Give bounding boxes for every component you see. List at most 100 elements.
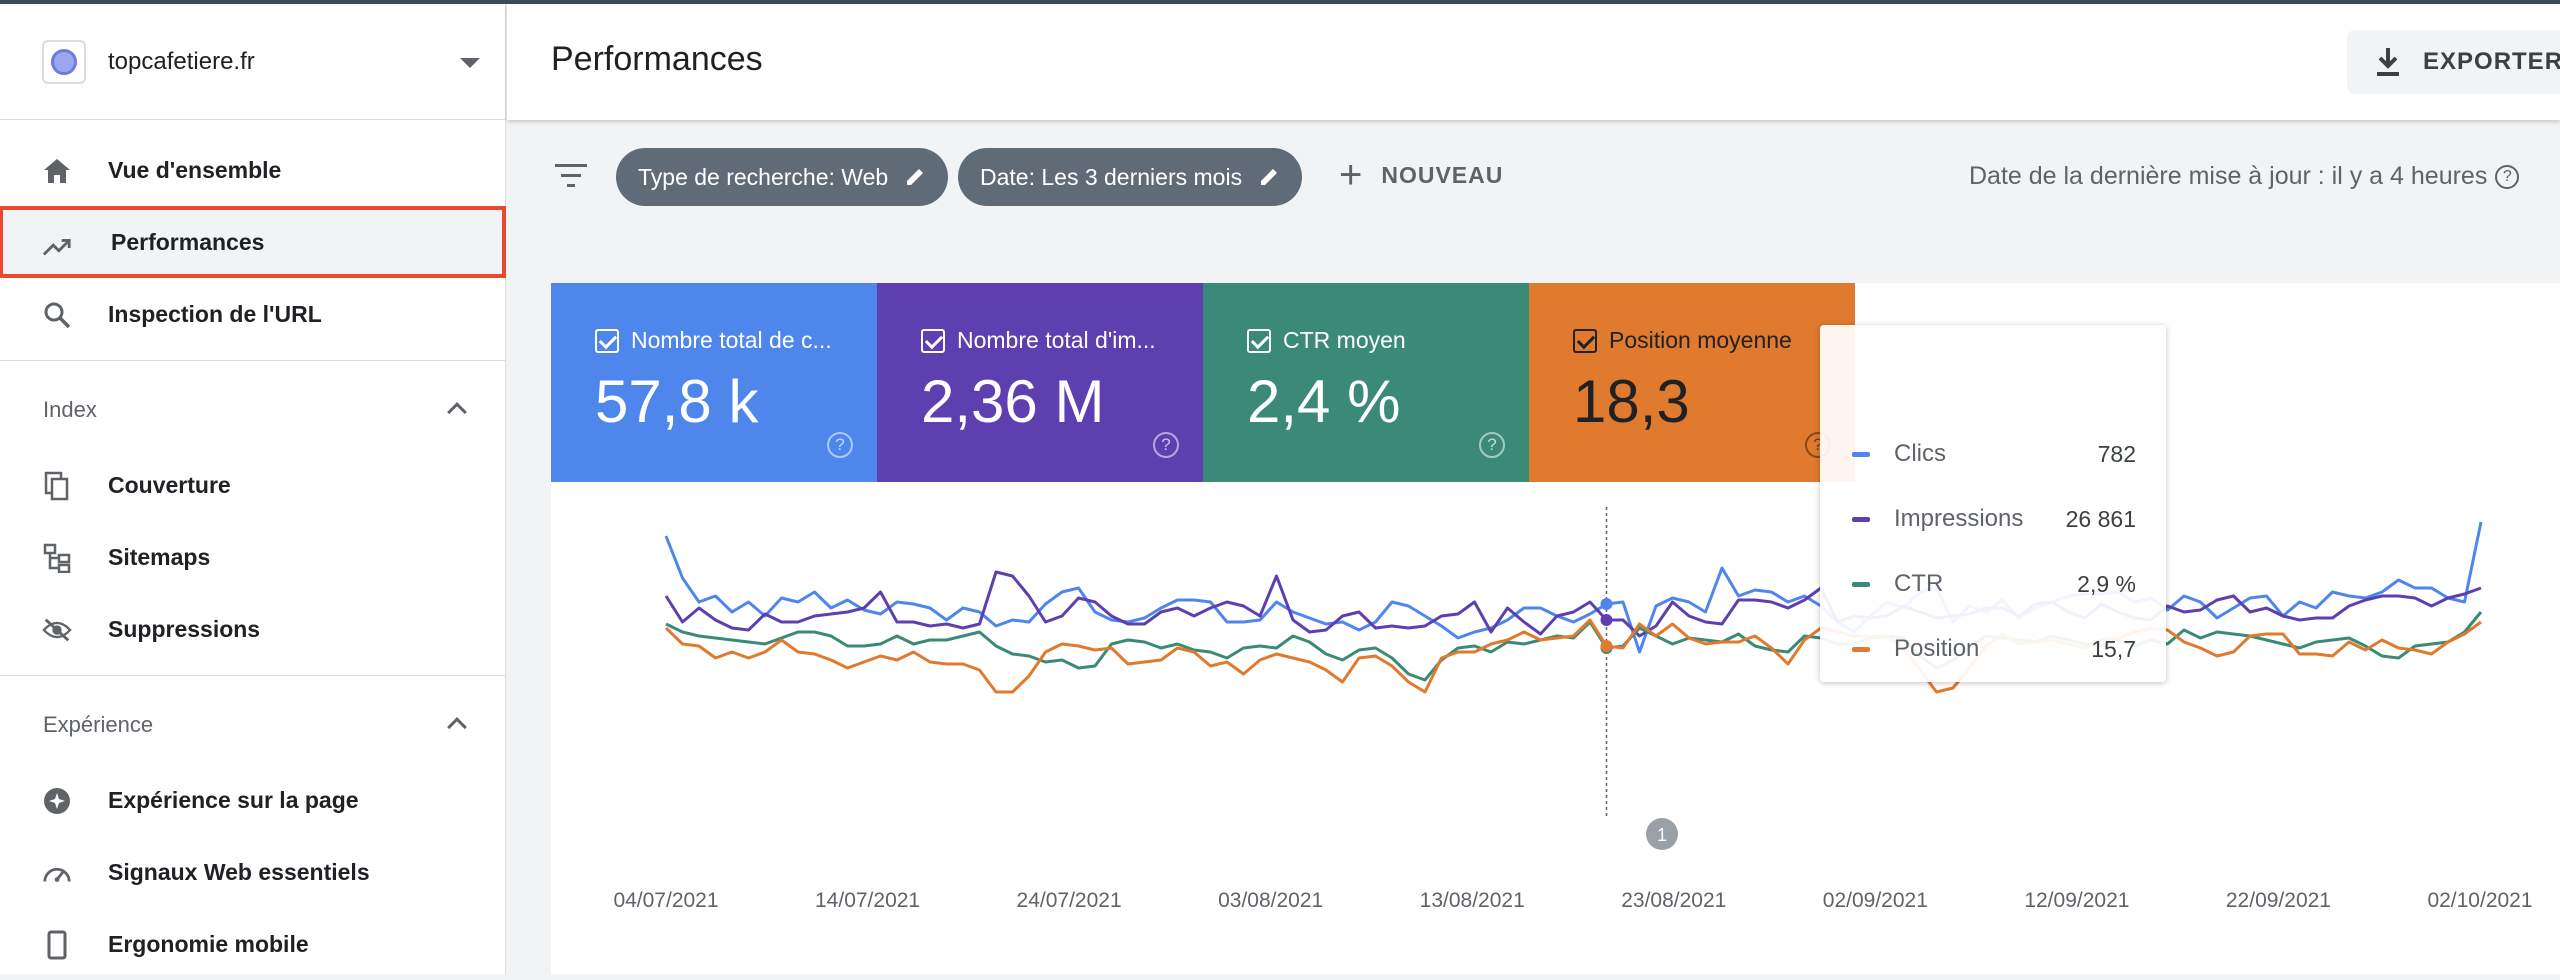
sitemap-icon	[42, 543, 72, 573]
tooltip-series-value: 26 861	[2065, 505, 2136, 532]
sidebar-item-sitemaps[interactable]: Sitemaps	[0, 521, 505, 593]
performance-card: Nombre total de c... 57,8 k ? Nombre tot…	[551, 283, 2560, 974]
tooltip-series-name: Clics	[1894, 440, 1946, 467]
sidebar-divider	[0, 360, 505, 361]
sidebar-item-label: Vue d'ensemble	[108, 156, 282, 183]
plus-icon: +	[1339, 153, 1364, 197]
export-label: EXPORTER	[2423, 48, 2560, 75]
chevron-down-icon[interactable]	[460, 58, 480, 68]
copy-icon	[42, 471, 72, 501]
metric-value: 57,8 k	[595, 368, 759, 435]
chip-label: Type de recherche: Web	[638, 163, 889, 190]
checkbox-icon	[1573, 328, 1597, 353]
x-tick-label: 23/08/2021	[1621, 889, 1726, 912]
tooltip-series-value: 15,7	[2091, 635, 2136, 662]
last-updated-text: Date de la dernière mise à jour : il y a…	[1969, 162, 2488, 190]
performance-chart[interactable]: 1 04/07/2021 14/07/2021 24/07/2021 03/08/202…	[551, 482, 2560, 974]
experience-section-header[interactable]: Expérience	[0, 686, 505, 764]
index-section-header[interactable]: Index	[0, 371, 505, 449]
sidebar-item-removals[interactable]: Suppressions	[0, 593, 505, 665]
sidebar-item-coverage[interactable]: Couverture	[0, 449, 505, 521]
sidebar-item-performance[interactable]: Performances	[0, 206, 506, 278]
annotation-label: 1	[1657, 825, 1667, 845]
checkbox-icon	[921, 328, 945, 353]
sidebar-item-label: Performances	[111, 228, 265, 255]
new-filter-label: NOUVEAU	[1381, 161, 1504, 188]
series-line-impressions	[664, 570, 2482, 638]
x-tick-label: 02/09/2021	[1823, 889, 1928, 912]
legend-swatch	[1852, 646, 1870, 652]
property-name: topcafetiere.fr	[108, 47, 255, 75]
help-icon[interactable]: ?	[2495, 165, 2520, 190]
metric-position[interactable]: Position moyenne 18,3 ?	[1529, 283, 1855, 482]
edit-icon	[1261, 169, 1278, 185]
metric-value: 2,4 %	[1247, 368, 1401, 435]
x-tick-label: 12/09/2021	[2024, 889, 2129, 912]
export-button[interactable]: EXPORTER	[2347, 30, 2560, 94]
legend-swatch	[1852, 581, 1870, 587]
tooltip-row-ctr: CTR 2,9 %	[1852, 569, 2136, 599]
metric-label: Nombre total d'im...	[957, 327, 1156, 353]
hover-point-position	[1600, 640, 1613, 652]
search-icon	[42, 300, 72, 330]
sidebar-item-mobile-usability[interactable]: Ergonomie mobile	[0, 908, 505, 980]
chevron-up-icon	[447, 717, 467, 737]
sidebar-item-core-web-vitals[interactable]: Signaux Web essentiels	[0, 836, 505, 908]
trending-up-icon	[42, 232, 72, 262]
metric-clicks[interactable]: Nombre total de c... 57,8 k ?	[551, 283, 877, 482]
sidebar-item-label: Sitemaps	[108, 543, 211, 570]
sidebar-item-overview[interactable]: Vue d'ensemble	[0, 134, 505, 206]
download-icon	[2377, 48, 2399, 76]
series-line-position	[664, 618, 2482, 694]
page-title: Performances	[551, 40, 763, 78]
top-accent-line	[0, 0, 2560, 4]
metric-value: 2,36 M	[921, 368, 1105, 435]
sidebar-item-label: Suppressions	[108, 615, 261, 642]
edit-icon	[907, 169, 924, 185]
sidebar-item-label: Ergonomie mobile	[108, 930, 309, 957]
search-type-chip[interactable]: Type de recherche: Web	[616, 148, 949, 206]
x-tick-label: 24/07/2021	[1017, 889, 1122, 912]
sidebar: topcafetiere.fr Vue d'ensemble Performan…	[0, 4, 506, 974]
smartphone-icon	[42, 930, 72, 960]
legend-swatch	[1852, 451, 1870, 457]
tooltip-series-name: Impressions	[1894, 505, 2024, 532]
sidebar-item-url-inspection[interactable]: Inspection de l'URL	[0, 278, 505, 350]
checkbox-icon	[1247, 328, 1271, 353]
chip-label: Date: Les 3 derniers mois	[980, 163, 1243, 190]
metric-ctr[interactable]: CTR moyen 2,4 % ?	[1203, 283, 1529, 482]
filter-icon[interactable]	[555, 164, 587, 193]
metric-label: Nombre total de c...	[631, 327, 832, 353]
sidebar-item-label: Inspection de l'URL	[108, 300, 322, 327]
x-tick-label: 13/08/2021	[1420, 889, 1525, 912]
sidebar-item-label: Couverture	[108, 471, 231, 498]
series-line-ctr	[665, 611, 2483, 682]
x-tick-label: 02/10/2021	[2427, 889, 2532, 912]
x-tick-label: 22/09/2021	[2226, 889, 2331, 912]
help-icon[interactable]: ?	[1153, 432, 1179, 458]
home-icon	[42, 156, 72, 186]
help-icon[interactable]: ?	[827, 432, 853, 458]
tooltip-series-value: 782	[2097, 440, 2136, 467]
sidebar-divider	[0, 675, 505, 676]
sidebar-item-page-experience[interactable]: Expérience sur la page	[0, 764, 505, 836]
property-selector[interactable]: topcafetiere.fr	[0, 4, 505, 120]
section-title: Index	[43, 397, 97, 422]
sidebar-item-label: Signaux Web essentiels	[108, 858, 370, 885]
hover-point-clics	[1600, 598, 1613, 610]
page-header: Performances EXPORTER	[507, 4, 2560, 120]
filter-bar: Type de recherche: Web Date: Les 3 derni…	[507, 120, 2560, 238]
new-filter-button[interactable]: + NOUVEAU	[1339, 153, 1504, 197]
tooltip-row-clicks: Clics 782	[1852, 439, 2136, 469]
annotation-marker[interactable]	[1646, 818, 1678, 850]
property-globe-icon	[42, 39, 86, 84]
metric-impressions[interactable]: Nombre total d'im... 2,36 M ?	[877, 283, 1203, 482]
tooltip-series-name: Position	[1894, 635, 1980, 662]
date-range-chip[interactable]: Date: Les 3 derniers mois	[958, 148, 1303, 206]
section-title: Expérience	[43, 712, 154, 737]
help-icon[interactable]: ?	[1479, 432, 1505, 458]
series-line-clics	[664, 521, 2483, 654]
tooltip-series-value: 2,9 %	[2077, 570, 2136, 597]
speedometer-icon	[42, 858, 72, 888]
metric-label: Position moyenne	[1609, 327, 1792, 353]
